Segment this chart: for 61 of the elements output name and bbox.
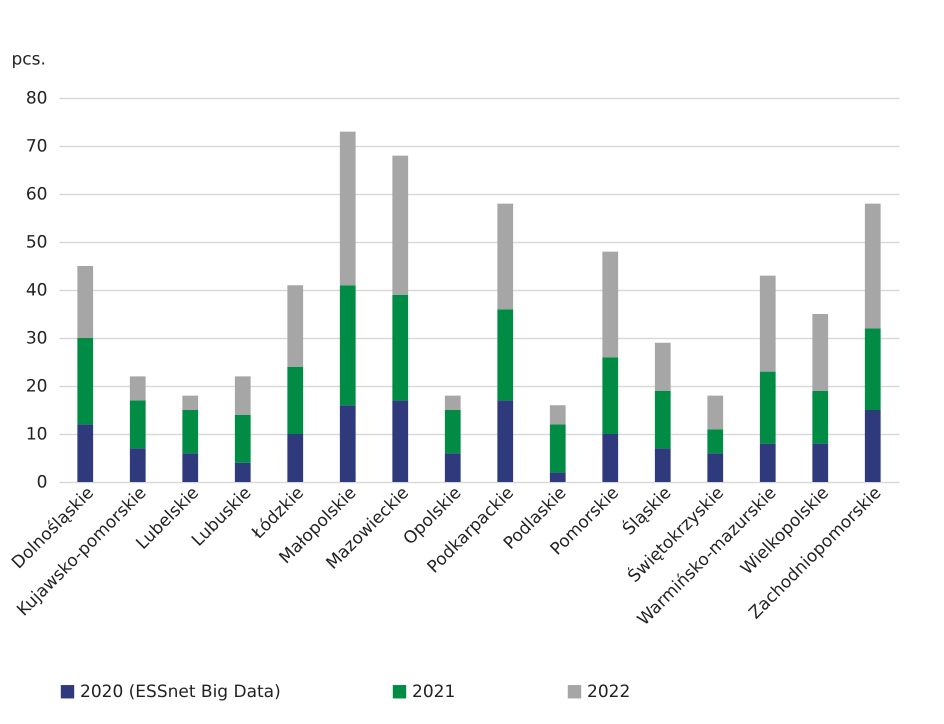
bar bbox=[182, 410, 198, 454]
bar bbox=[602, 252, 618, 358]
bar bbox=[602, 434, 618, 482]
y-tick-label: 10 bbox=[26, 424, 48, 444]
bar bbox=[444, 453, 461, 482]
bar bbox=[444, 396, 461, 410]
legend-label: 2020 (ESSnet Big Data) bbox=[80, 682, 281, 702]
bar bbox=[812, 390, 828, 444]
bar bbox=[77, 424, 94, 482]
bar bbox=[340, 405, 356, 482]
bar bbox=[550, 472, 566, 482]
y-tick-label: 60 bbox=[26, 184, 48, 204]
bar bbox=[77, 266, 94, 338]
bar bbox=[707, 396, 724, 430]
bar bbox=[234, 376, 251, 415]
bar bbox=[287, 285, 304, 367]
bar bbox=[77, 338, 94, 424]
bar bbox=[812, 444, 828, 482]
y-axis-title: pcs. bbox=[12, 50, 46, 70]
bar bbox=[812, 314, 828, 391]
bar bbox=[340, 285, 356, 406]
bar bbox=[760, 444, 776, 482]
y-tick-label: 80 bbox=[26, 88, 48, 108]
y-tick-label: 0 bbox=[36, 472, 48, 492]
bar bbox=[760, 276, 776, 372]
y-tick-label: 40 bbox=[26, 280, 48, 300]
y-tick-label: 70 bbox=[26, 136, 48, 156]
bar bbox=[130, 400, 146, 448]
bar bbox=[602, 357, 618, 434]
bar bbox=[287, 434, 304, 482]
bar bbox=[340, 132, 356, 286]
bar bbox=[392, 400, 408, 482]
y-tick-label: 30 bbox=[26, 328, 48, 348]
bar bbox=[182, 396, 198, 410]
bar bbox=[392, 156, 408, 295]
bar bbox=[654, 390, 671, 448]
bar bbox=[864, 328, 881, 410]
bar bbox=[130, 376, 146, 400]
legend-label: 2022 bbox=[587, 682, 630, 702]
bar bbox=[654, 448, 671, 482]
bar bbox=[707, 429, 724, 454]
bar bbox=[287, 366, 304, 434]
legend-label: 2021 bbox=[412, 682, 456, 702]
bar bbox=[234, 414, 251, 463]
bar bbox=[550, 424, 566, 472]
bar bbox=[654, 342, 671, 391]
bar bbox=[707, 453, 724, 482]
y-tick-label: 20 bbox=[26, 376, 48, 396]
bar bbox=[864, 204, 881, 328]
bar bbox=[130, 448, 146, 482]
bar bbox=[182, 453, 198, 482]
y-tick-label: 50 bbox=[26, 232, 48, 252]
bar bbox=[497, 400, 514, 482]
bar bbox=[497, 204, 514, 310]
bar bbox=[392, 294, 408, 400]
bar bbox=[497, 309, 514, 400]
bar bbox=[864, 410, 881, 482]
bar bbox=[550, 405, 566, 424]
bar bbox=[760, 372, 776, 444]
bar bbox=[444, 410, 461, 454]
bar bbox=[234, 462, 251, 482]
